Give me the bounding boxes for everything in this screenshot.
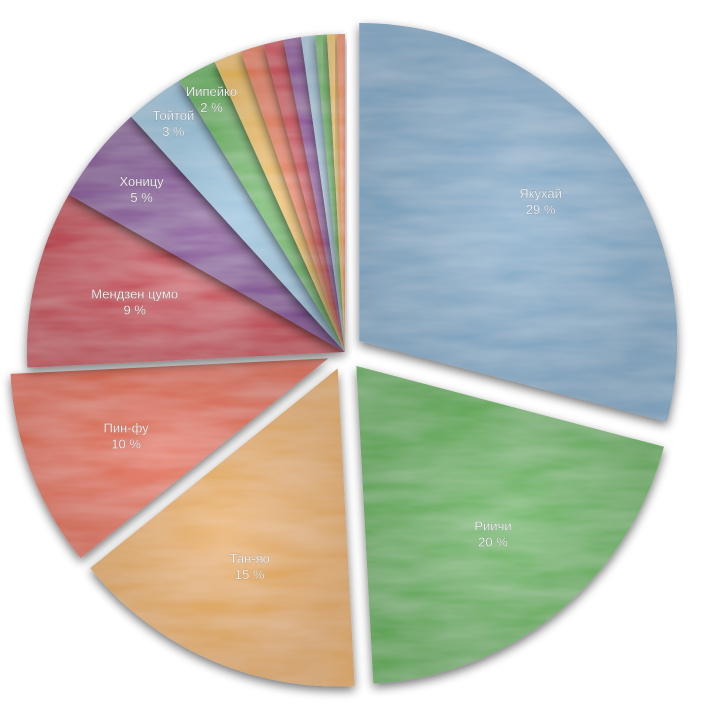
- pie-slice-group: [326, 34, 345, 352]
- pie-slice-sheen: [283, 37, 345, 353]
- pie-slice-group: [131, 80, 345, 353]
- pie-slice-sheen: [179, 61, 345, 353]
- pie-slice-group: [301, 35, 345, 353]
- pie-slice-sheen: [240, 44, 345, 353]
- pie-slice-group: [240, 44, 345, 353]
- slice-label: Тойтой: [153, 108, 195, 123]
- pie-slice-sheen: [27, 194, 346, 368]
- pie-slice-group: [283, 37, 345, 353]
- pie-slice-group: [356, 365, 664, 684]
- pie-slice-sheen: [356, 365, 664, 684]
- pie-slice-sheen: [314, 34, 345, 352]
- pie-slice-sheen: [326, 34, 345, 352]
- slices-layer: [10, 23, 678, 687]
- slice-value-label: 20 %: [478, 535, 508, 550]
- pie-slice-group: [359, 23, 678, 422]
- pie-slice-group: [68, 116, 346, 352]
- slice-label: Тан-яо: [230, 551, 270, 566]
- slice-label: Хоницу: [120, 174, 165, 189]
- slice-label: Риичи: [474, 519, 511, 534]
- slice-label: Якухай: [519, 186, 562, 201]
- pie-slice-group: [336, 33, 345, 352]
- slice-label: Мендзен цумо: [91, 287, 178, 302]
- pie-slice-group: [314, 34, 345, 352]
- slice-value-label: 2 %: [200, 100, 223, 115]
- pie-slice-group: [90, 368, 355, 687]
- pie-slice-sheen: [214, 51, 345, 352]
- pie-slice-sheen: [336, 33, 345, 352]
- pie-slice-sheen: [263, 40, 345, 353]
- pie-slice-sheen: [10, 358, 329, 559]
- pie-slice-group: [263, 40, 345, 353]
- slice-value-label: 29 %: [526, 202, 556, 217]
- pie-slice-group: [10, 358, 329, 559]
- pie-slice-sheen: [68, 116, 346, 352]
- slice-value-label: 3 %: [162, 124, 185, 139]
- pie-slice-sheen: [359, 23, 678, 422]
- slice-value-label: 10 %: [111, 436, 141, 451]
- slice-value-label: 5 %: [130, 190, 153, 205]
- slice-label: Иипейко: [186, 84, 237, 99]
- pie-slice-group: [214, 51, 345, 352]
- slice-value-label: 9 %: [123, 303, 146, 318]
- pie-slice-sheen: [301, 35, 345, 353]
- pie-slice-group: [179, 61, 345, 353]
- pie-slice-group: [27, 194, 346, 368]
- pie-slice-sheen: [131, 80, 345, 353]
- slice-value-label: 15 %: [235, 567, 265, 582]
- pie-slice-sheen: [90, 368, 355, 687]
- slice-label: Пин-фу: [104, 420, 150, 435]
